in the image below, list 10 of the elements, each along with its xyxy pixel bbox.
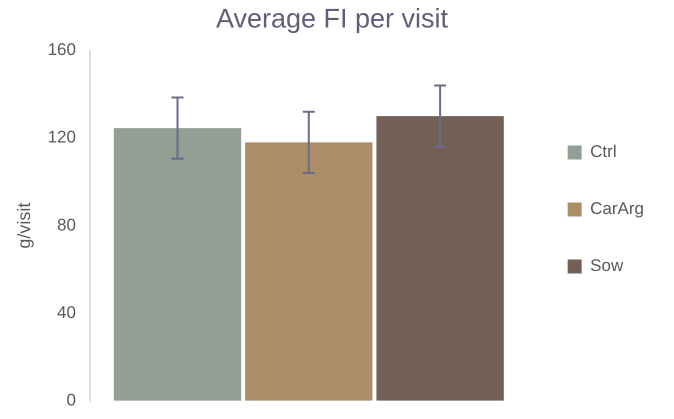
y-tick-label: 160 [48, 40, 76, 60]
y-tick-label: 120 [48, 128, 76, 147]
legend-label: Sow [590, 256, 624, 276]
y-tick-label: 80 [57, 215, 76, 234]
y-axis-title: g/visit [14, 202, 34, 249]
legend-label: Ctrl [590, 142, 617, 162]
legend-label: CarArg [590, 199, 644, 218]
chart-title: Average FI per visit [216, 4, 449, 34]
y-tick-label: 40 [57, 302, 76, 322]
y-tick-label: 0 [66, 390, 76, 410]
